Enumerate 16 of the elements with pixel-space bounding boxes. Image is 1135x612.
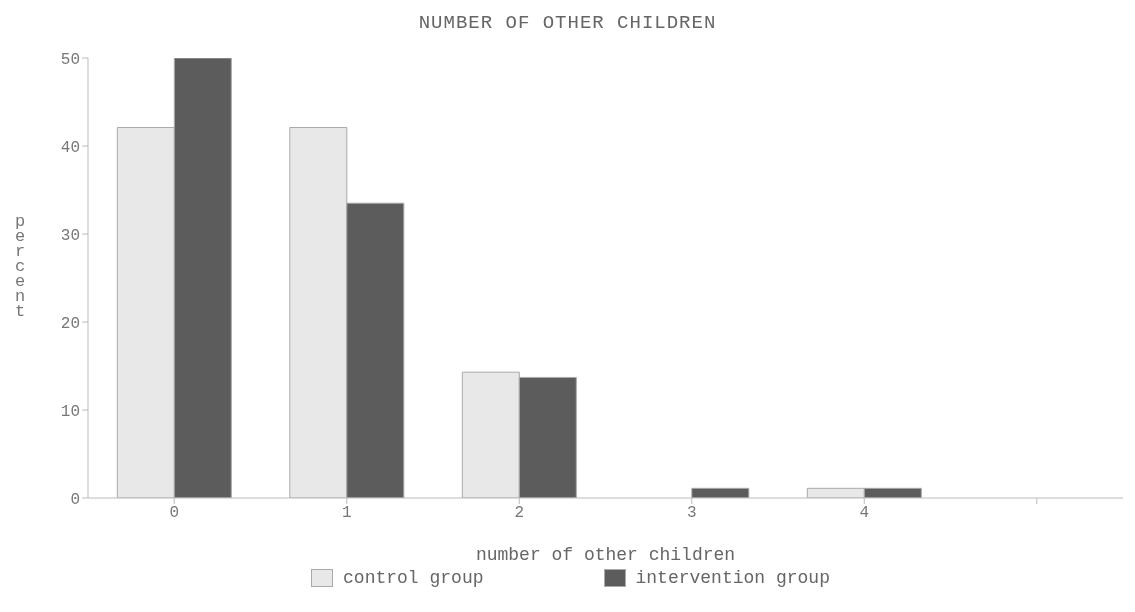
y-tick-label: 30 — [60, 226, 80, 245]
x-tick-label: 0 — [169, 504, 180, 523]
legend-label: intervention group — [635, 568, 830, 588]
x-axis-title: number of other children — [475, 545, 736, 565]
x-tick-label: 3 — [686, 504, 697, 523]
y-tick-label: 20 — [60, 314, 80, 333]
y-tick-label: 0 — [70, 490, 80, 509]
x-tick-label: 1 — [341, 504, 352, 523]
y-tick-label: 40 — [60, 138, 80, 157]
x-tick-label: 4 — [859, 504, 870, 523]
legend-label: control group — [343, 568, 484, 588]
y-axis-title: percent — [14, 211, 26, 321]
y-tick-label: 10 — [60, 402, 80, 421]
y-tick-label: 50 — [60, 50, 80, 69]
chart-title: NUMBER OF OTHER CHILDREN — [417, 11, 718, 36]
x-tick-label: 2 — [514, 504, 525, 523]
